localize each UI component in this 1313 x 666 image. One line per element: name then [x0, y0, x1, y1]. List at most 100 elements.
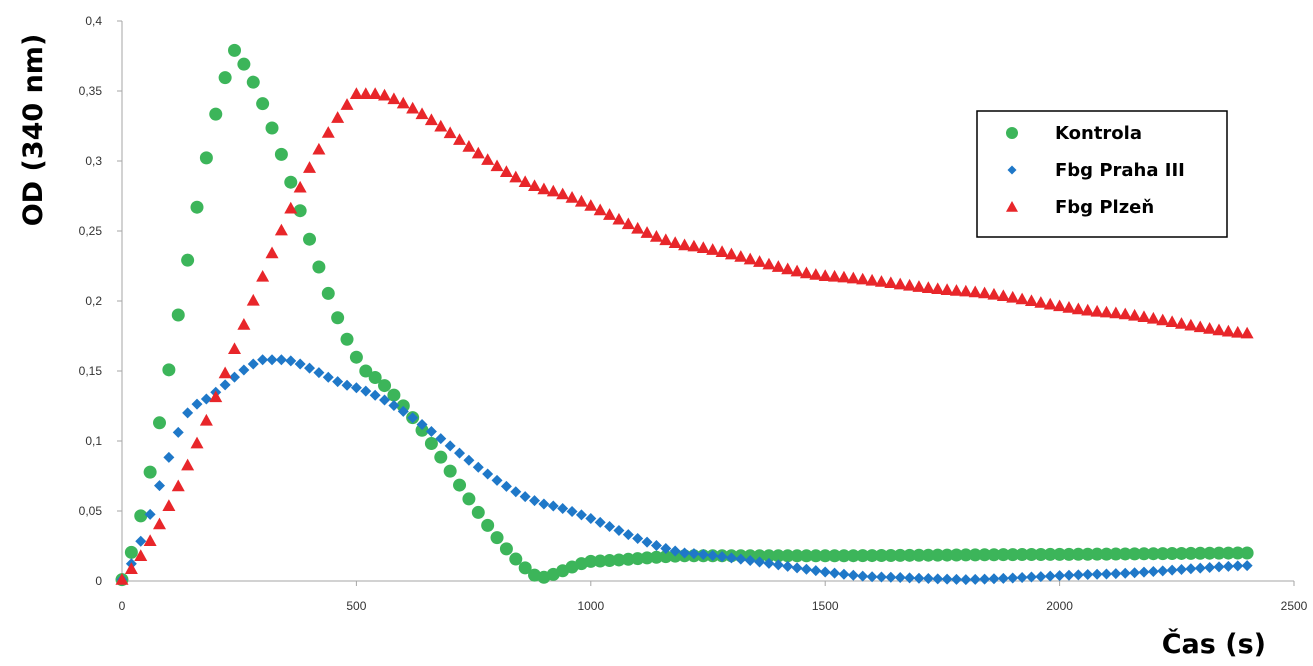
data-point	[799, 266, 813, 279]
data-point	[434, 119, 448, 132]
data-point	[181, 253, 195, 267]
y-axis-title: OD (340 nm)	[18, 34, 49, 227]
data-point	[903, 278, 917, 291]
data-point	[621, 552, 635, 566]
data-point	[303, 232, 317, 246]
data-point	[443, 464, 457, 478]
data-point	[809, 549, 823, 563]
data-point	[491, 474, 503, 486]
series-fbg-plzen	[115, 87, 1254, 585]
data-point	[640, 551, 654, 565]
data-point	[819, 566, 831, 578]
data-point	[229, 371, 241, 383]
data-point	[1175, 563, 1187, 575]
data-point	[518, 561, 532, 575]
data-point	[163, 451, 175, 463]
data-point	[969, 573, 981, 585]
legend-marker	[1006, 201, 1018, 212]
data-point	[725, 552, 737, 564]
data-point	[322, 371, 334, 383]
data-point	[134, 509, 148, 523]
data-point	[903, 548, 917, 562]
data-point	[1221, 546, 1235, 560]
y-tick-label: 0,4	[85, 14, 102, 28]
y-tick-label: 0,3	[85, 154, 102, 168]
data-point	[800, 563, 812, 575]
data-point	[462, 492, 476, 506]
data-point	[547, 500, 559, 512]
data-point	[415, 107, 429, 120]
data-point	[1184, 318, 1198, 331]
data-point	[949, 548, 963, 562]
data-point	[949, 284, 963, 296]
data-point	[274, 223, 288, 236]
data-point	[874, 275, 888, 287]
data-point	[462, 139, 476, 152]
data-point	[1081, 303, 1095, 316]
data-point	[453, 133, 467, 145]
data-point	[772, 559, 784, 571]
data-point	[1025, 571, 1037, 583]
data-point	[987, 548, 1001, 562]
data-point	[697, 549, 709, 561]
data-point	[388, 399, 400, 411]
data-point	[1204, 561, 1216, 573]
data-point	[209, 107, 223, 121]
data-point	[312, 142, 326, 155]
data-point	[950, 573, 962, 585]
data-point	[1044, 570, 1056, 582]
data-point	[771, 260, 785, 272]
x-tick-label: 500	[346, 599, 366, 613]
data-point	[313, 367, 325, 379]
data-point	[724, 247, 738, 260]
data-point	[538, 498, 550, 510]
data-point	[996, 548, 1010, 562]
data-point	[340, 98, 354, 110]
data-point	[171, 479, 185, 492]
series-layer	[115, 43, 1254, 587]
data-point	[1174, 317, 1188, 329]
data-point	[416, 419, 428, 431]
data-point	[866, 571, 878, 583]
data-point	[1053, 299, 1067, 312]
data-point	[435, 433, 447, 445]
data-point	[349, 87, 363, 99]
data-point	[509, 552, 523, 566]
legend: Kontrola Fbg Praha III Fbg Plzeň	[976, 110, 1228, 238]
data-point	[143, 465, 157, 479]
data-point	[387, 388, 401, 402]
data-point	[781, 549, 795, 563]
data-point	[660, 543, 672, 555]
data-point	[481, 153, 495, 165]
data-point	[1165, 547, 1179, 561]
data-point	[612, 212, 626, 225]
data-point	[1043, 297, 1057, 310]
data-point	[762, 549, 776, 563]
data-point	[968, 285, 982, 298]
data-point	[1081, 547, 1095, 561]
data-point	[257, 354, 269, 366]
data-point	[360, 385, 372, 397]
data-point	[171, 308, 185, 322]
data-point	[1119, 567, 1131, 579]
data-point	[407, 412, 419, 424]
data-point	[669, 545, 681, 557]
data-point	[893, 277, 907, 290]
data-point	[1015, 292, 1029, 305]
data-point	[631, 221, 645, 234]
legend-marker	[1006, 127, 1018, 139]
data-point	[219, 379, 231, 391]
data-point	[856, 549, 870, 563]
data-point	[649, 229, 663, 242]
data-point	[1016, 571, 1028, 583]
data-point	[218, 366, 232, 379]
data-point	[1166, 564, 1178, 576]
data-point	[182, 407, 194, 419]
data-point	[191, 398, 203, 410]
data-point	[266, 354, 278, 366]
data-point	[153, 416, 167, 430]
data-point	[546, 184, 560, 197]
data-point	[640, 226, 654, 238]
data-point	[359, 364, 373, 378]
data-point	[274, 147, 288, 161]
